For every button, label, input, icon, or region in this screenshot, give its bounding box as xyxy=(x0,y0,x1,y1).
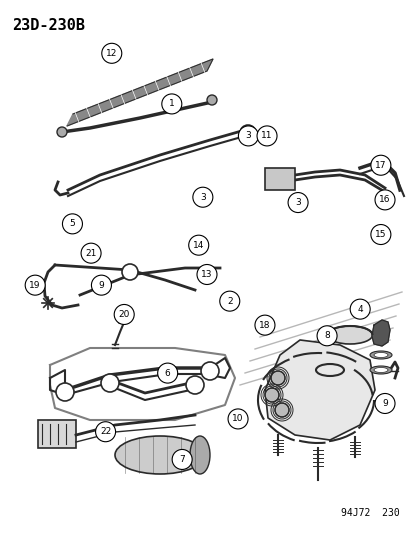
Ellipse shape xyxy=(369,366,391,374)
Text: 10: 10 xyxy=(232,415,243,423)
Circle shape xyxy=(219,291,239,311)
Circle shape xyxy=(95,422,115,442)
Polygon shape xyxy=(371,320,389,346)
Circle shape xyxy=(102,43,121,63)
Text: 2: 2 xyxy=(226,297,232,305)
Circle shape xyxy=(62,214,82,234)
Circle shape xyxy=(56,383,74,401)
Text: 5: 5 xyxy=(69,220,75,228)
Text: 8: 8 xyxy=(323,332,329,340)
Circle shape xyxy=(91,275,111,295)
Circle shape xyxy=(172,449,192,470)
Circle shape xyxy=(114,304,134,325)
Text: 14: 14 xyxy=(192,241,204,249)
Bar xyxy=(264,168,294,190)
Text: 19: 19 xyxy=(29,281,41,289)
Circle shape xyxy=(161,94,181,114)
Text: 4: 4 xyxy=(356,305,362,313)
Circle shape xyxy=(316,326,336,346)
Circle shape xyxy=(206,95,216,105)
Circle shape xyxy=(185,376,204,394)
Text: 3: 3 xyxy=(294,198,300,207)
Circle shape xyxy=(192,187,212,207)
Circle shape xyxy=(274,403,288,417)
Text: 9: 9 xyxy=(98,281,104,289)
Circle shape xyxy=(370,155,390,175)
Polygon shape xyxy=(264,340,374,440)
Text: 20: 20 xyxy=(118,310,130,319)
Text: 6: 6 xyxy=(164,369,170,377)
Circle shape xyxy=(254,315,274,335)
Text: 17: 17 xyxy=(374,161,386,169)
Circle shape xyxy=(271,371,284,385)
Circle shape xyxy=(81,243,101,263)
Circle shape xyxy=(370,224,390,245)
Ellipse shape xyxy=(190,436,209,474)
Text: 23D-230B: 23D-230B xyxy=(12,18,85,33)
Text: 11: 11 xyxy=(261,132,272,140)
Ellipse shape xyxy=(373,367,387,373)
Circle shape xyxy=(240,125,255,141)
Circle shape xyxy=(201,362,218,380)
Polygon shape xyxy=(67,59,212,126)
Circle shape xyxy=(374,190,394,210)
Text: 21: 21 xyxy=(85,249,97,257)
Circle shape xyxy=(122,264,138,280)
Circle shape xyxy=(197,264,216,285)
Text: 12: 12 xyxy=(106,49,117,58)
Text: 94J72  230: 94J72 230 xyxy=(340,508,399,518)
Circle shape xyxy=(287,192,307,213)
Ellipse shape xyxy=(373,352,387,358)
Text: 22: 22 xyxy=(100,427,111,436)
Text: 1: 1 xyxy=(169,100,174,108)
Circle shape xyxy=(57,127,67,137)
Circle shape xyxy=(349,299,369,319)
Circle shape xyxy=(157,363,177,383)
Text: 16: 16 xyxy=(378,196,390,204)
Text: 18: 18 xyxy=(259,321,270,329)
Circle shape xyxy=(188,235,208,255)
Bar xyxy=(38,420,76,448)
Text: 13: 13 xyxy=(201,270,212,279)
Text: 15: 15 xyxy=(374,230,386,239)
Ellipse shape xyxy=(115,436,204,474)
Circle shape xyxy=(101,374,119,392)
Circle shape xyxy=(264,388,278,402)
Ellipse shape xyxy=(327,326,372,344)
Text: 3: 3 xyxy=(245,132,251,140)
Circle shape xyxy=(228,409,247,429)
Text: 9: 9 xyxy=(381,399,387,408)
Circle shape xyxy=(256,126,276,146)
Ellipse shape xyxy=(369,351,391,359)
Text: 3: 3 xyxy=(199,193,205,201)
Text: 7: 7 xyxy=(179,455,185,464)
Circle shape xyxy=(374,393,394,414)
Circle shape xyxy=(238,126,258,146)
Circle shape xyxy=(25,275,45,295)
